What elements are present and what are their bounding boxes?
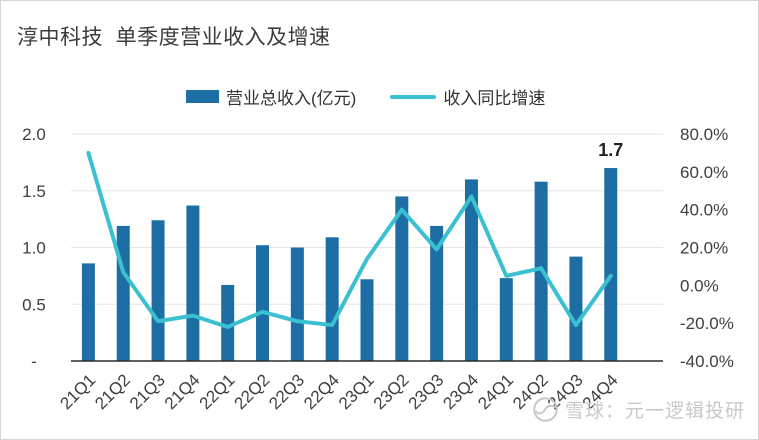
- bar-21Q3: [151, 220, 165, 361]
- svg-text:21Q3: 21Q3: [126, 370, 169, 413]
- svg-text:20.0%: 20.0%: [680, 239, 728, 258]
- bar-21Q1: [81, 263, 95, 361]
- svg-text:24Q3: 24Q3: [544, 370, 587, 413]
- svg-text:60.0%: 60.0%: [680, 163, 728, 182]
- bar-22Q3: [290, 247, 304, 361]
- svg-text:80.0%: 80.0%: [680, 125, 728, 144]
- bar-24Q3: [569, 256, 583, 361]
- svg-text:24Q4: 24Q4: [579, 370, 622, 413]
- svg-text:2.0: 2.0: [22, 125, 46, 144]
- x-axis-labels: 21Q121Q221Q321Q422Q122Q222Q322Q423Q123Q2…: [56, 370, 621, 413]
- legend-line-label: 收入同比增速: [443, 89, 546, 108]
- legend-line-swatch: [390, 94, 437, 99]
- bar-21Q4: [186, 205, 200, 361]
- svg-text:0.5: 0.5: [22, 295, 46, 314]
- bar-data-label: 1.7: [598, 140, 623, 160]
- svg-text:24Q1: 24Q1: [474, 370, 517, 413]
- svg-text:-20.0%: -20.0%: [680, 314, 734, 333]
- svg-text:22Q4: 22Q4: [300, 370, 343, 413]
- legend: 营业总收入(亿元) 收入同比增速: [186, 84, 545, 109]
- svg-text:-40.0%: -40.0%: [680, 352, 734, 371]
- bar-23Q3: [430, 225, 444, 361]
- bar-22Q1: [221, 284, 235, 361]
- svg-text:23Q2: 23Q2: [370, 370, 413, 413]
- svg-text:21Q2: 21Q2: [91, 370, 134, 413]
- svg-text:24Q2: 24Q2: [509, 370, 552, 413]
- svg-text:23Q3: 23Q3: [405, 370, 448, 413]
- svg-text:-: -: [31, 352, 37, 371]
- bar-22Q2: [256, 245, 270, 361]
- bar-21Q2: [116, 225, 130, 361]
- bar-24Q4: [604, 168, 618, 361]
- svg-text:22Q1: 22Q1: [196, 370, 239, 413]
- growth-line: [86, 150, 613, 329]
- revenue-bars: [81, 168, 618, 361]
- svg-text:22Q2: 22Q2: [231, 370, 274, 413]
- bar-23Q2: [395, 196, 409, 361]
- bar-24Q1: [499, 278, 513, 361]
- svg-text:1.5: 1.5: [22, 182, 46, 201]
- page-title: 淳中科技 单季度营业收入及增速: [17, 26, 331, 49]
- svg-text:23Q1: 23Q1: [335, 370, 378, 413]
- svg-text:40.0%: 40.0%: [680, 201, 728, 220]
- bar-22Q4: [325, 237, 339, 361]
- bar-23Q1: [360, 279, 374, 361]
- svg-text:21Q1: 21Q1: [56, 370, 99, 413]
- svg-text:0.0%: 0.0%: [680, 276, 719, 295]
- svg-text:23Q4: 23Q4: [439, 370, 482, 413]
- legend-bar-swatch: [186, 90, 219, 103]
- legend-bar-label: 营业总收入(亿元): [226, 89, 357, 108]
- svg-text:21Q4: 21Q4: [161, 370, 204, 413]
- right-axis-labels: 80.0% 60.0% 40.0% 20.0% 0.0% -20.0% -40.0%: [680, 125, 734, 371]
- svg-text:1.0: 1.0: [22, 239, 46, 258]
- left-axis-labels: 2.0 1.5 1.0 0.5 -: [22, 125, 46, 371]
- bar-23Q4: [464, 179, 478, 361]
- svg-text:22Q3: 22Q3: [265, 370, 308, 413]
